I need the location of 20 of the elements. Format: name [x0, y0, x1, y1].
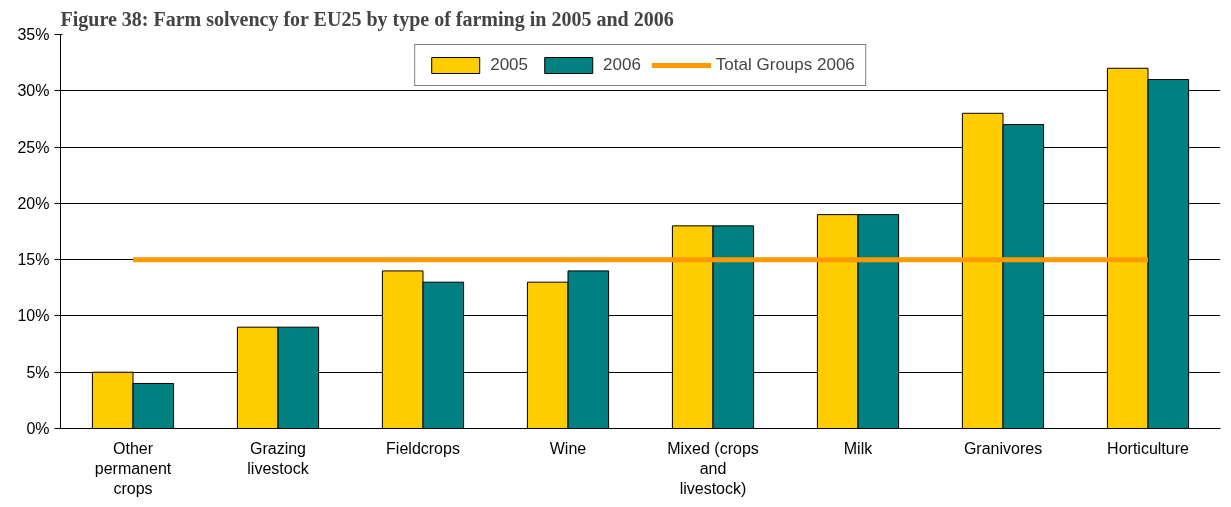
x-tick-label: Milk	[843, 439, 874, 457]
legend-label: 2006	[603, 55, 641, 75]
y-tick-label: 25%	[17, 138, 50, 156]
x-tick-label: Grazing livestock	[247, 439, 310, 477]
y-tick-label: 15%	[17, 251, 50, 269]
x-tick-label: Wine	[549, 439, 587, 457]
y-tick-label: 5%	[26, 363, 50, 381]
y-tick-label: 35%	[17, 26, 50, 43]
x-tick-label: Mixed (crops and livestock)	[667, 439, 759, 498]
y-tick-label: 10%	[17, 307, 50, 325]
y-tick-label: 30%	[17, 82, 50, 100]
y-tick-label: 20%	[17, 194, 50, 212]
chart-title: Figure 38: Farm solvency for EU25 by type of farming in 2005 and 2006	[60, 7, 674, 31]
legend-label: Total Groups 2006	[715, 55, 855, 75]
x-tick-label: Horticulture	[1107, 439, 1189, 457]
y-tick-label: 0%	[26, 420, 50, 437]
x-tick-label: Granivores	[963, 439, 1043, 457]
legend-label: 2005	[490, 55, 529, 75]
x-tick-label: Other permanent crops	[94, 439, 172, 498]
x-tick-label: Fieldcrops	[386, 439, 460, 457]
